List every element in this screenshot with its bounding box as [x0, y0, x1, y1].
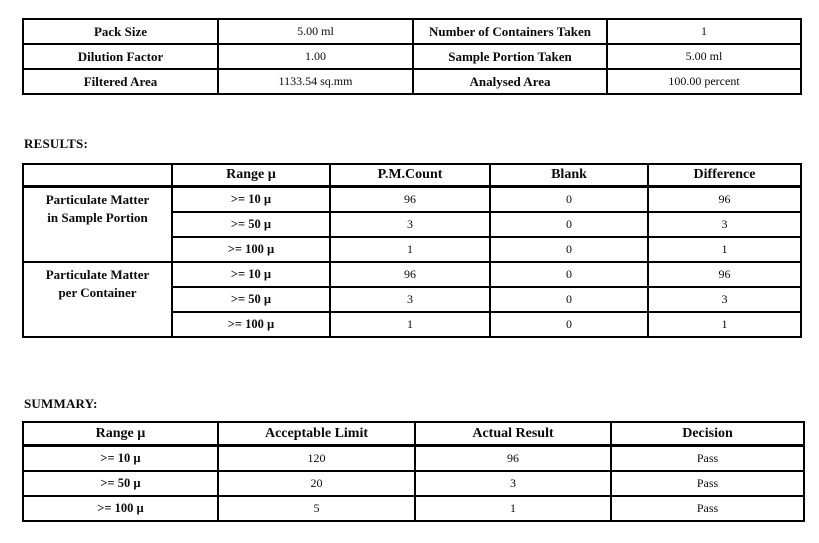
summary-header-decision: Decision [610, 421, 805, 447]
analysed-area-value: 100.00 percent [606, 68, 802, 95]
results-header-pm-count: P.M.Count [329, 163, 491, 188]
pm-count-cell: 96 [329, 261, 491, 288]
summary-table: Range µ Acceptable Limit Actual Result D… [22, 421, 805, 522]
range-cell: >= 50 µ [171, 286, 331, 313]
actual-result-cell: 96 [414, 444, 612, 472]
sample-portion-label: Sample Portion Taken [412, 43, 608, 70]
group-label-sample-portion: Particulate Matter in Sample Portion [22, 185, 173, 263]
blank-cell: 0 [489, 211, 649, 238]
pack-size-label: Pack Size [22, 18, 219, 45]
acceptable-limit-cell: 20 [217, 470, 416, 497]
table-row: >= 50 µ 3 0 3 [23, 286, 802, 313]
containers-taken-value: 1 [606, 18, 802, 45]
decision-cell: Pass [610, 470, 805, 497]
pm-count-cell: 1 [329, 311, 491, 338]
results-header-difference: Difference [647, 163, 802, 188]
results-header-blank: Blank [489, 163, 649, 188]
difference-cell: 1 [647, 236, 802, 263]
blank-cell: 0 [489, 311, 649, 338]
table-row: Particulate Matter in Sample Portion >= … [22, 185, 802, 263]
blank-cell: 0 [489, 261, 649, 288]
results-section-label: RESULTS: [24, 136, 88, 151]
range-cell: >= 10 µ [171, 185, 331, 213]
table-row: >= 50 µ 3 0 3 [23, 211, 802, 238]
blank-cell: 0 [489, 286, 649, 313]
results-header-range: Range µ [171, 163, 331, 188]
summary-header-acceptable-limit: Acceptable Limit [217, 421, 416, 447]
decision-cell: Pass [610, 444, 805, 472]
difference-cell: 3 [647, 286, 802, 313]
range-cell: >= 50 µ [171, 211, 331, 238]
filtered-area-label: Filtered Area [22, 68, 219, 95]
range-cell: >= 100 µ [171, 236, 331, 263]
group-label-per-container: Particulate Matter per Container [22, 261, 173, 338]
sample-info-table: Pack Size 5.00 ml Number of Containers T… [22, 18, 802, 95]
pack-size-value: 5.00 ml [217, 18, 414, 45]
acceptable-limit-cell: 120 [217, 444, 416, 472]
blank-cell: 0 [489, 185, 649, 213]
range-cell: >= 10 µ [22, 444, 219, 472]
table-row: >= 50 µ 20 3 Pass [22, 470, 805, 497]
filtered-area-value: 1133.54 sq.mm [217, 68, 414, 95]
difference-cell: 1 [647, 311, 802, 338]
difference-cell: 96 [647, 185, 802, 213]
table-row: >= 10 µ 120 96 Pass [22, 444, 805, 472]
summary-header-range: Range µ [22, 421, 219, 447]
blank-cell: 0 [489, 236, 649, 263]
summary-header-row: Range µ Acceptable Limit Actual Result D… [22, 421, 805, 447]
summary-section-label: SUMMARY: [24, 396, 98, 411]
difference-cell: 96 [647, 261, 802, 288]
group-label-line2: per Container [58, 285, 137, 300]
summary-header-actual-result: Actual Result [414, 421, 612, 447]
range-cell: >= 100 µ [171, 311, 331, 338]
containers-taken-label: Number of Containers Taken [412, 18, 608, 45]
acceptable-limit-cell: 5 [217, 495, 416, 522]
pm-count-cell: 3 [329, 286, 491, 313]
table-row: Filtered Area 1133.54 sq.mm Analysed Are… [22, 68, 802, 95]
group-label-line1: Particulate Matter [45, 267, 150, 282]
actual-result-cell: 3 [414, 470, 612, 497]
table-row: Pack Size 5.00 ml Number of Containers T… [22, 18, 802, 45]
table-row: >= 100 µ 5 1 Pass [22, 495, 805, 522]
group-label-line2: in Sample Portion [47, 210, 148, 225]
results-table: Range µ P.M.Count Blank Difference Parti… [22, 163, 802, 338]
range-cell: >= 50 µ [22, 470, 219, 497]
pm-count-cell: 96 [329, 185, 491, 213]
table-row: >= 100 µ 1 0 1 [23, 311, 802, 338]
pm-count-cell: 3 [329, 211, 491, 238]
difference-cell: 3 [647, 211, 802, 238]
pm-count-cell: 1 [329, 236, 491, 263]
table-row: Dilution Factor 1.00 Sample Portion Take… [22, 43, 802, 70]
decision-cell: Pass [610, 495, 805, 522]
range-cell: >= 100 µ [22, 495, 219, 522]
analysed-area-label: Analysed Area [412, 68, 608, 95]
actual-result-cell: 1 [414, 495, 612, 522]
results-header-row: Range µ P.M.Count Blank Difference [22, 163, 802, 188]
dilution-factor-value: 1.00 [217, 43, 414, 70]
results-header-empty [22, 163, 173, 188]
range-cell: >= 10 µ [171, 261, 331, 288]
table-row: >= 100 µ 1 0 1 [23, 236, 802, 263]
sample-portion-value: 5.00 ml [606, 43, 802, 70]
table-row: Particulate Matter per Container >= 10 µ… [22, 261, 802, 338]
group-label-line1: Particulate Matter [45, 192, 150, 207]
dilution-factor-label: Dilution Factor [22, 43, 219, 70]
